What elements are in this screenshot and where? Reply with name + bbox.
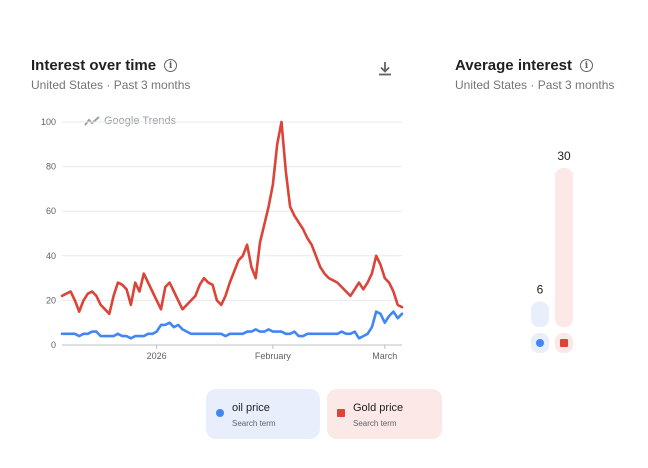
- gold-marker-icon: [337, 409, 345, 417]
- interest-title: Interest over time i: [31, 57, 178, 74]
- info-icon[interactable]: i: [164, 59, 178, 72]
- y-tick-label: 40: [46, 251, 56, 261]
- legend-gold-sub: Search term: [353, 419, 397, 428]
- y-tick-label: 100: [41, 117, 56, 127]
- legend-gold-name: Gold price: [353, 402, 404, 414]
- avg-value-label: 6: [537, 283, 544, 297]
- download-icon[interactable]: [376, 60, 394, 78]
- interest-title-text: Interest over time: [31, 57, 157, 74]
- avg-bar-1[interactable]: [555, 168, 573, 327]
- average-subtitle: United States · Past 3 months: [455, 78, 615, 92]
- legend-oil-price[interactable]: oil price Search term: [206, 389, 320, 439]
- interest-subtitle: United States · Past 3 months: [31, 78, 191, 92]
- avg-value-label: 30: [557, 149, 571, 163]
- legend-oil-sub: Search term: [232, 419, 276, 428]
- watermark-text: Google Trends: [104, 115, 177, 127]
- interest-over-time-chart: 0 20 40 60 80 100 2026 February March: [41, 117, 404, 361]
- x-tick-label: February: [255, 351, 292, 361]
- average-title-text: Average interest: [455, 57, 572, 74]
- oil-marker-icon: [216, 409, 224, 417]
- legend-gold-price[interactable]: Gold price Search term: [327, 389, 442, 439]
- gold-marker-icon: [560, 339, 568, 347]
- y-tick-label: 60: [46, 206, 56, 216]
- x-tick-label: March: [372, 351, 397, 361]
- y-tick-label: 0: [51, 340, 56, 350]
- series-line-1[interactable]: [60, 120, 404, 316]
- average-interest-chart: 6 30: [531, 149, 573, 353]
- x-tick-label: 2026: [147, 351, 167, 361]
- legend-oil-name: oil price: [232, 402, 270, 414]
- avg-bar-0[interactable]: [531, 301, 549, 327]
- info-icon[interactable]: i: [580, 59, 593, 72]
- series-line-0[interactable]: [60, 310, 404, 340]
- oil-marker-icon: [536, 339, 544, 347]
- y-tick-label: 20: [46, 295, 56, 305]
- average-title: Average interest i: [455, 57, 593, 74]
- y-tick-label: 80: [46, 162, 56, 172]
